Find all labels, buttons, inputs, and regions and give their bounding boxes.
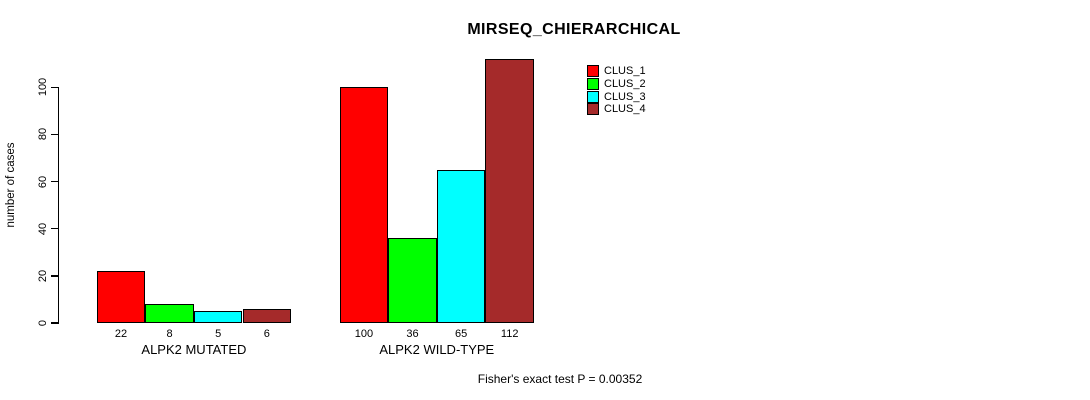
y-tick [50, 227, 58, 230]
y-tick [50, 180, 58, 183]
y-tick-label: 40 [37, 222, 49, 235]
y-tick-label: 80 [37, 128, 49, 141]
bar-value-label: 112 [500, 327, 519, 340]
bar-clus_1 [339, 87, 389, 323]
bar-clus_2 [388, 238, 437, 323]
y-axis-label: number of cases [5, 142, 17, 228]
legend-label: CLUS_2 [604, 78, 646, 91]
bar-value-label: 100 [354, 327, 374, 340]
bar-value-label: 5 [215, 327, 222, 340]
y-tick [50, 133, 58, 136]
legend-row: CLUS_3 [587, 90, 646, 103]
y-tick-label: 0 [37, 319, 49, 327]
legend-row: CLUS_1 [587, 65, 646, 78]
bar-clus_2 [145, 304, 194, 323]
legend-row: CLUS_4 [587, 103, 646, 116]
legend-swatch-clus_1 [587, 65, 599, 78]
y-axis [57, 86, 59, 324]
legend-swatch-clus_3 [587, 90, 599, 103]
legend-swatch-clus_2 [587, 78, 599, 91]
legend: CLUS_1 CLUS_2 CLUS_3 CLUS_4 [587, 65, 646, 116]
bar-value-label: 36 [406, 327, 419, 340]
y-tick [50, 275, 58, 277]
bar-value-label: 65 [454, 327, 468, 340]
chart-title: MIRSEQ_CHIERARCHICAL [467, 21, 681, 38]
caption: Fisher's exact test P = 0.00352 [477, 372, 643, 386]
bar-clus_3 [193, 311, 243, 323]
y-tick [50, 86, 58, 89]
legend-label: CLUS_1 [604, 65, 646, 78]
category-label: ALPK2 WILD-TYPE [379, 342, 495, 357]
bar-value-label: 6 [263, 327, 270, 340]
bar-clus_4 [485, 59, 534, 323]
y-tick [50, 322, 58, 324]
category-label: ALPK2 MUTATED [141, 342, 247, 357]
legend-label: CLUS_4 [604, 103, 646, 116]
legend-swatch-clus_4 [587, 103, 599, 116]
bar-value-label: 22 [114, 327, 128, 340]
y-tick-label: 20 [37, 269, 49, 282]
y-tick-label: 60 [37, 175, 49, 188]
bar-clus_4 [242, 308, 292, 323]
bar-clus_1 [96, 271, 146, 323]
legend-row: CLUS_2 [587, 78, 646, 91]
bar-clus_3 [436, 169, 486, 323]
legend-label: CLUS_3 [604, 90, 646, 103]
y-tick-label: 100 [37, 78, 49, 97]
bar-value-label: 8 [166, 327, 173, 340]
